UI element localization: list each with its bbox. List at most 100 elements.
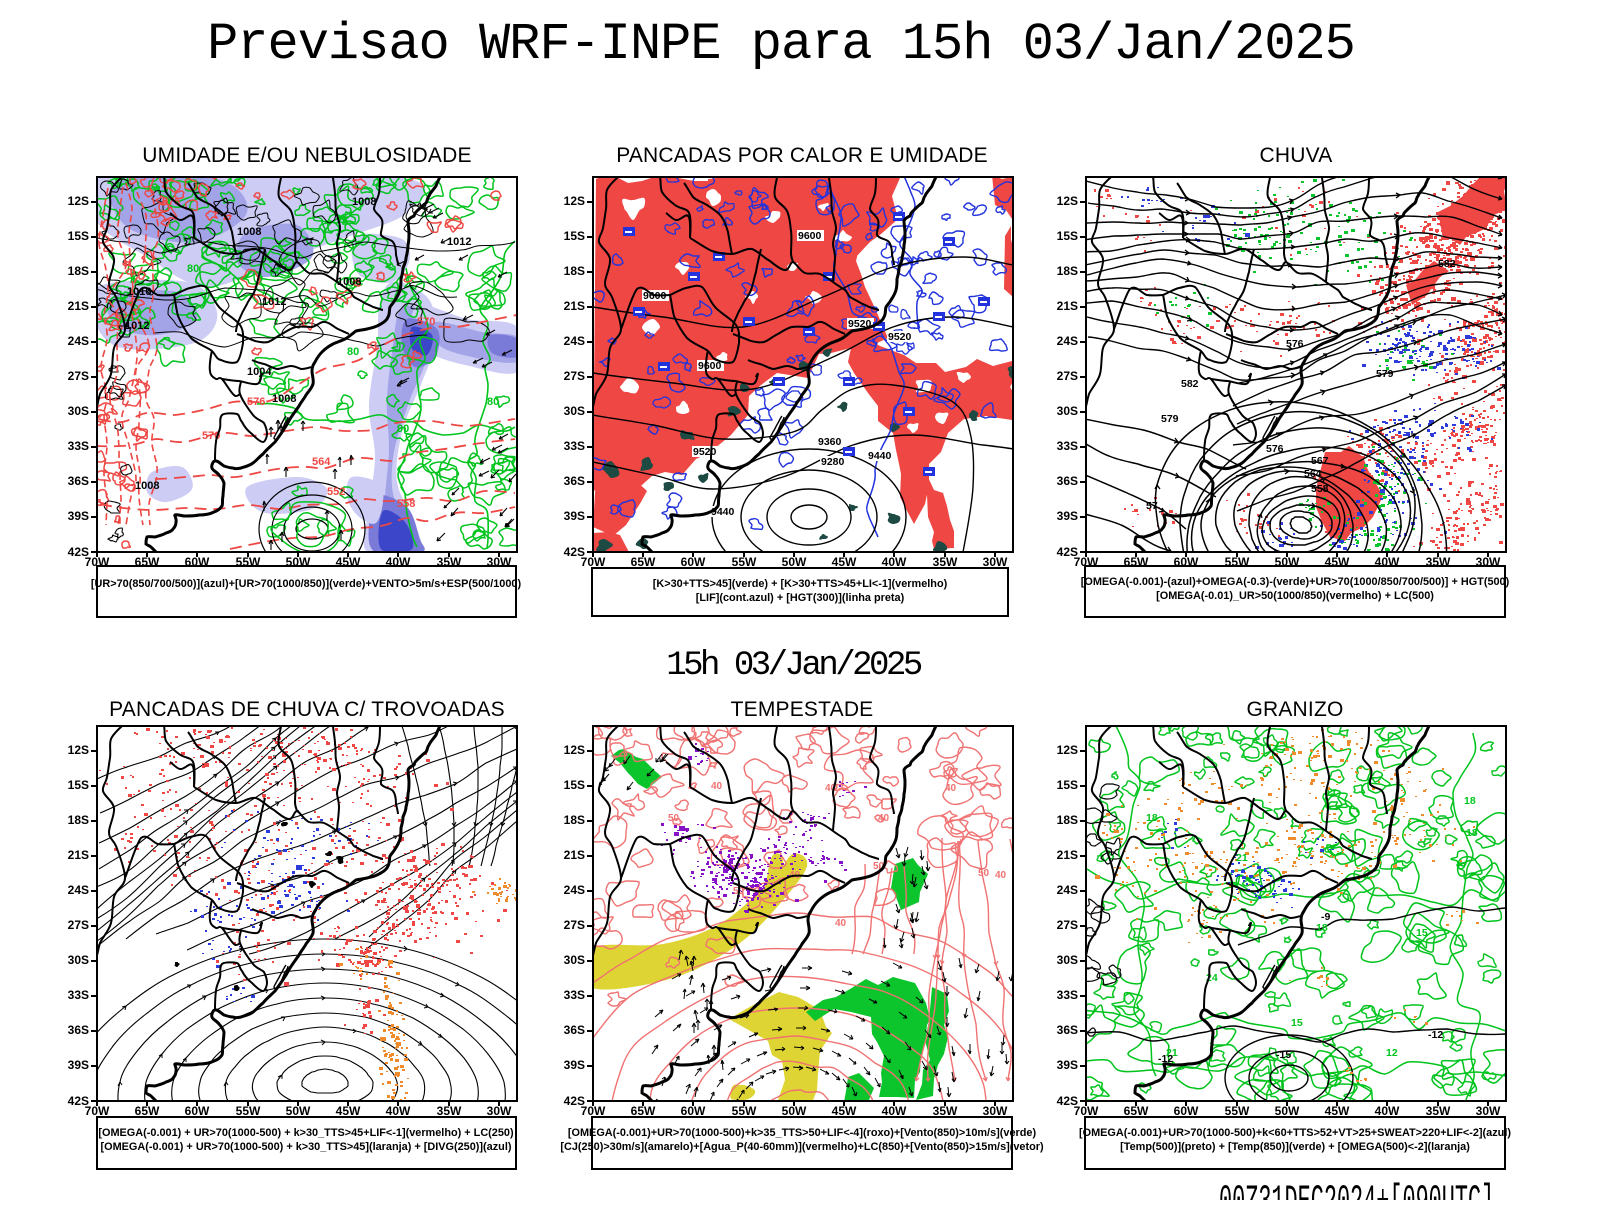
svg-text:15: 15: [1416, 927, 1428, 939]
svg-text:36S: 36S: [1057, 1023, 1078, 1037]
svg-text:9600: 9600: [698, 360, 722, 372]
svg-text:9440: 9440: [868, 450, 892, 462]
svg-text:70W: 70W: [85, 1104, 110, 1118]
svg-text:1008: 1008: [352, 196, 376, 208]
svg-text:36S: 36S: [1057, 474, 1078, 488]
svg-text:PANCADAS DE CHUVA C/ TROVOADAS: PANCADAS DE CHUVA C/ TROVOADAS: [109, 698, 505, 721]
svg-text:24: 24: [1206, 972, 1218, 984]
svg-text:40W: 40W: [882, 555, 907, 569]
svg-text:24S: 24S: [564, 334, 585, 348]
svg-text:9520: 9520: [693, 446, 717, 458]
svg-text:45W: 45W: [832, 1104, 857, 1118]
svg-text:576: 576: [162, 196, 180, 208]
svg-text:UMIDADE E/OU NEBULOSIDADE: UMIDADE E/OU NEBULOSIDADE: [142, 144, 471, 167]
svg-text:30W: 30W: [983, 1104, 1008, 1118]
svg-text:567: 567: [1311, 455, 1329, 467]
svg-text:15h 03/Jan/2025: 15h 03/Jan/2025: [666, 647, 922, 685]
svg-text:45W: 45W: [832, 555, 857, 569]
svg-text:35W: 35W: [933, 555, 958, 569]
svg-text:21S: 21S: [564, 299, 585, 313]
svg-text:39S: 39S: [68, 1058, 89, 1072]
svg-text:579: 579: [1376, 368, 1394, 380]
svg-text:[K>30+TTS>45](verde) + [K>30+T: [K>30+TTS>45](verde) + [K>30+TTS>45+LI<-…: [653, 578, 948, 590]
svg-text:18: 18: [1464, 795, 1476, 807]
svg-text:40W: 40W: [386, 1104, 411, 1118]
svg-text:18: 18: [1146, 812, 1158, 824]
svg-text:39S: 39S: [68, 509, 89, 523]
svg-text:24S: 24S: [1057, 883, 1078, 897]
svg-text:60W: 60W: [185, 1104, 210, 1118]
svg-text:42S: 42S: [564, 545, 585, 559]
svg-text:9280: 9280: [821, 456, 845, 468]
svg-text:33S: 33S: [1057, 988, 1078, 1002]
svg-text:24S: 24S: [1057, 334, 1078, 348]
svg-text:[OMEGA(-0.001)+UR>70(1000-500): [OMEGA(-0.001)+UR>70(1000-500)+k>35_TTS>…: [568, 1127, 1037, 1139]
svg-text:30S: 30S: [1057, 953, 1078, 967]
svg-text:18S: 18S: [1057, 264, 1078, 278]
svg-text:1004: 1004: [247, 366, 272, 378]
svg-text:18: 18: [1316, 922, 1328, 934]
svg-text:00Z31DEC2024+[090UTC]: 00Z31DEC2024+[090UTC]: [1219, 1179, 1494, 1200]
svg-text:30S: 30S: [68, 404, 89, 418]
svg-text:564: 564: [312, 456, 331, 468]
svg-text:1008: 1008: [135, 480, 159, 492]
svg-text:35W: 35W: [437, 1104, 462, 1118]
svg-text:30W: 30W: [1476, 1104, 1501, 1118]
svg-text:582: 582: [1181, 378, 1199, 390]
svg-text:PANCADAS POR CALOR E UMIDADE: PANCADAS POR CALOR E UMIDADE: [616, 144, 988, 167]
svg-text:30W: 30W: [487, 1104, 512, 1118]
svg-text:65W: 65W: [631, 555, 656, 569]
svg-text:21S: 21S: [68, 299, 89, 313]
svg-text:50W: 50W: [286, 1104, 311, 1118]
svg-text:-12: -12: [1158, 1053, 1173, 1065]
svg-text:57: 57: [1146, 500, 1158, 512]
svg-text:27S: 27S: [564, 918, 585, 932]
svg-text:18S: 18S: [564, 264, 585, 278]
svg-text:42S: 42S: [1057, 1094, 1078, 1108]
svg-text:42S: 42S: [68, 545, 89, 559]
svg-text:30S: 30S: [564, 953, 585, 967]
svg-text:15S: 15S: [564, 778, 585, 792]
svg-text:12S: 12S: [1057, 743, 1078, 757]
svg-text:50: 50: [668, 813, 680, 824]
svg-text:60W: 60W: [681, 555, 706, 569]
svg-text:40: 40: [711, 781, 723, 792]
svg-text:15S: 15S: [564, 229, 585, 243]
svg-text:55W: 55W: [236, 1104, 261, 1118]
svg-text:570: 570: [417, 316, 435, 328]
svg-text:50: 50: [978, 868, 990, 879]
svg-text:9600: 9600: [798, 230, 822, 242]
svg-text:TEMPESTADE: TEMPESTADE: [731, 698, 874, 721]
svg-text:42S: 42S: [564, 1094, 585, 1108]
svg-text:24S: 24S: [68, 883, 89, 897]
svg-text:1008: 1008: [237, 226, 261, 238]
svg-text:21S: 21S: [1057, 299, 1078, 313]
svg-text:50W: 50W: [782, 555, 807, 569]
svg-text:579: 579: [1161, 413, 1179, 425]
svg-text:35W: 35W: [933, 1104, 958, 1118]
svg-text:1012: 1012: [262, 296, 286, 308]
svg-text:33S: 33S: [68, 988, 89, 1002]
svg-text:40: 40: [878, 813, 890, 824]
svg-text:18S: 18S: [564, 813, 585, 827]
svg-text:552: 552: [327, 486, 345, 498]
svg-text:GRANIZO: GRANIZO: [1246, 698, 1343, 721]
svg-text:24S: 24S: [564, 883, 585, 897]
svg-text:30S: 30S: [68, 953, 89, 967]
svg-text:33S: 33S: [564, 439, 585, 453]
svg-text:12S: 12S: [564, 194, 585, 208]
svg-text:18S: 18S: [1057, 813, 1078, 827]
svg-text:40W: 40W: [882, 1104, 907, 1118]
svg-text:576: 576: [1286, 338, 1304, 350]
svg-text:-15: -15: [1276, 1049, 1291, 1061]
svg-text:80: 80: [487, 396, 499, 408]
svg-text:558: 558: [1311, 483, 1329, 495]
svg-text:27S: 27S: [564, 369, 585, 383]
svg-text:33S: 33S: [1057, 439, 1078, 453]
svg-text:70W: 70W: [581, 1104, 606, 1118]
svg-text:39S: 39S: [564, 1058, 585, 1072]
svg-text:40: 40: [835, 918, 847, 929]
svg-text:36S: 36S: [564, 1023, 585, 1037]
svg-text:[Temp(500)](preto) + [Temp(850: [Temp(500)](preto) + [Temp(850)](verde) …: [1120, 1141, 1470, 1153]
svg-text:[OMEGA(-0.001)+UR>70(1000-500): [OMEGA(-0.001)+UR>70(1000-500)+k<60+TTS>…: [1079, 1127, 1511, 1139]
